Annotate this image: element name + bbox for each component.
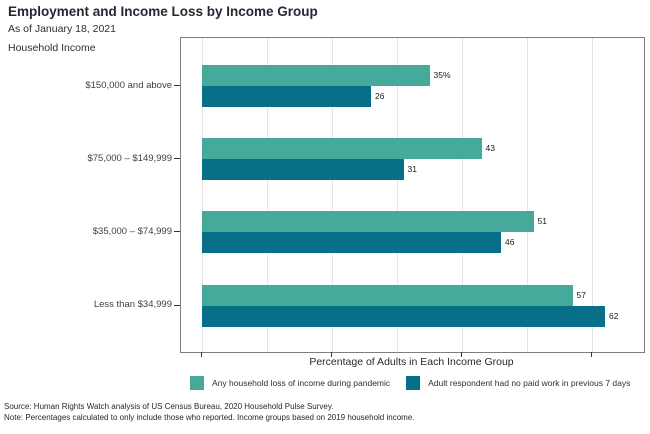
bar-any-income-loss — [202, 284, 573, 306]
y-axis-category-label: $75,000 – $149,999 — [87, 152, 172, 164]
gridline — [397, 38, 398, 352]
chart-subtitle: As of January 18, 2021 — [8, 23, 116, 35]
bar-no-paid-work — [202, 159, 404, 181]
y-axis-category-label: $35,000 – $74,999 — [92, 225, 172, 237]
gridline — [332, 38, 333, 352]
y-axis-category-label: $150,000 and above — [85, 79, 172, 91]
bar-value-label: 51 — [537, 216, 547, 227]
legend-item: Any household loss of income during pand… — [190, 376, 390, 390]
x-axis-tick — [461, 352, 462, 357]
x-axis-tick — [201, 352, 202, 357]
gridline — [202, 38, 203, 352]
legend: Any household loss of income during pand… — [190, 376, 630, 390]
bar-any-income-loss — [202, 138, 482, 160]
y-axis-tick — [174, 304, 180, 306]
gridline — [592, 38, 593, 352]
bar-value-label: 26 — [375, 91, 385, 101]
bar-value-label: 62 — [609, 310, 619, 321]
bar-value-label: 43 — [485, 143, 495, 154]
bar-any-income-loss — [202, 65, 430, 86]
gridline — [527, 38, 528, 352]
bar-value-label: 35% — [433, 70, 451, 80]
legend-swatch-icon — [406, 376, 421, 390]
x-axis-tick — [331, 352, 332, 357]
y-axis-labels: $150,000 and above $75,000 – $149,999 $35,… — [0, 37, 172, 351]
legend-label: Any household loss of income during pand… — [212, 378, 391, 388]
legend-item: Adult respondent had no paid work in pre… — [406, 376, 630, 390]
bar-any-income-loss — [202, 211, 534, 233]
y-axis-tick — [174, 85, 180, 86]
bar-no-paid-work — [202, 86, 371, 107]
y-axis-tick — [174, 158, 180, 160]
legend-swatch-icon — [190, 376, 204, 390]
gridline — [462, 38, 463, 352]
plot-area: 35% 26 43 31 51 46 57 62 — [180, 37, 645, 353]
y-axis-category-label: Less than $34,999 — [93, 299, 172, 311]
chart-title: Employment and Income Loss by Income Gro… — [8, 4, 318, 19]
y-axis-title: Household Income — [8, 42, 96, 54]
bar-value-label: 31 — [407, 164, 417, 175]
legend-label: Adult respondent had no paid work in pre… — [428, 378, 631, 388]
bar-value-label: 57 — [576, 289, 586, 300]
x-axis-tick — [591, 352, 592, 357]
bar-no-paid-work — [202, 305, 605, 327]
footnotes: Source: Human Rights Watch analysis of U… — [4, 402, 415, 423]
methodology-note: Note: Percentages calculated to only inc… — [4, 412, 415, 422]
gridline — [267, 38, 268, 352]
bar-value-label: 46 — [505, 237, 515, 248]
x-axis-title: Percentage of Adults in Each Income Grou… — [309, 356, 514, 368]
y-axis-tick — [174, 231, 180, 233]
source-note: Source: Human Rights Watch analysis of U… — [4, 402, 334, 411]
bar-no-paid-work — [202, 232, 501, 254]
